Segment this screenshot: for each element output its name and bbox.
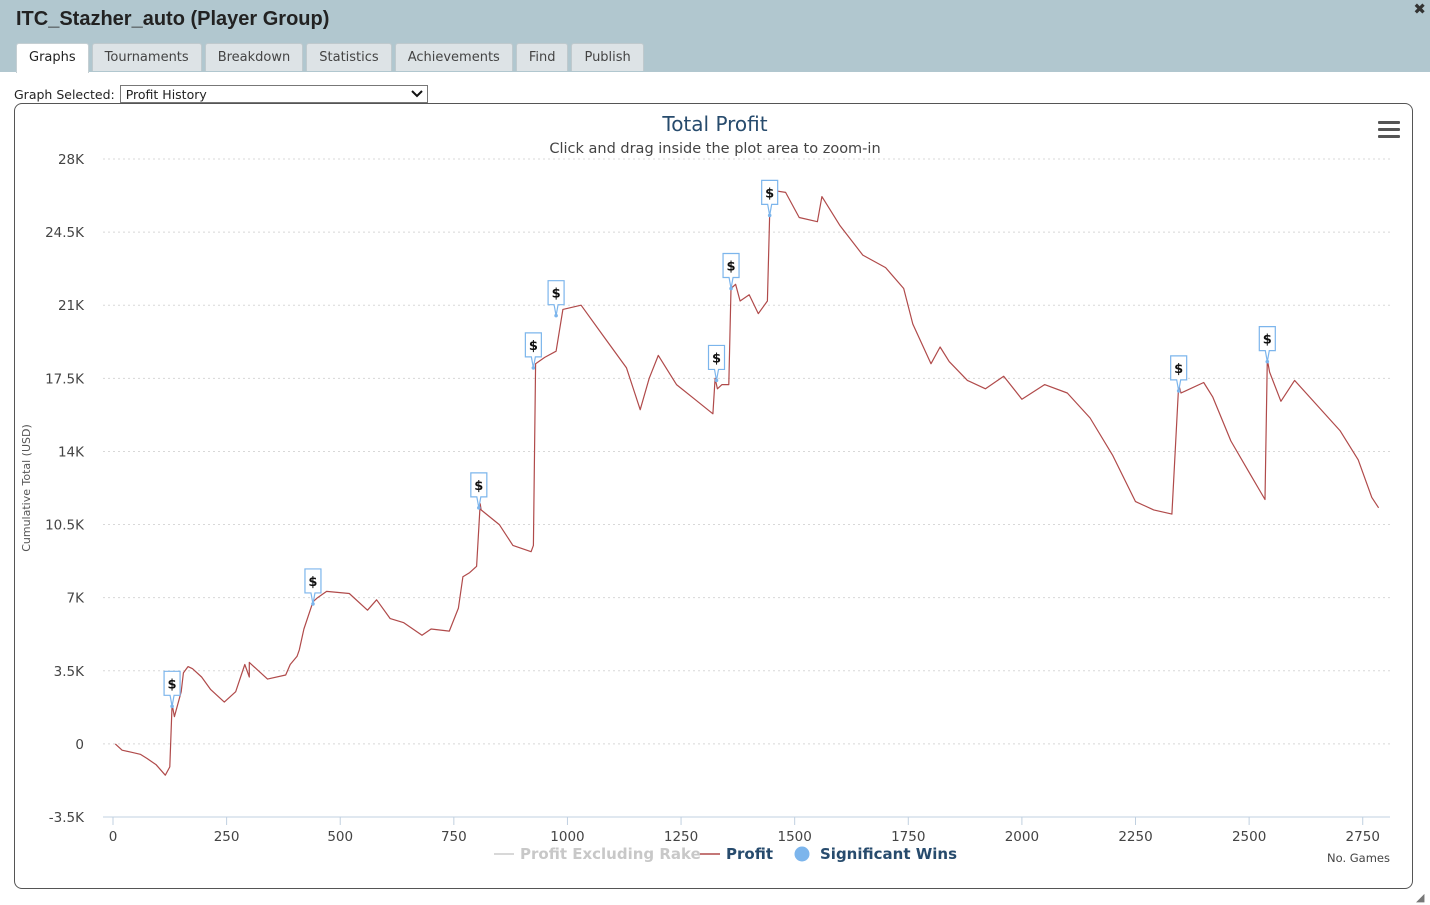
significant-win-flag[interactable]: $ (1170, 355, 1188, 393)
x-tick-label: 750 (441, 829, 467, 845)
significant-win-flag[interactable]: $ (1258, 326, 1276, 364)
significant-win-flag[interactable]: $ (722, 252, 740, 291)
significant-win-flag[interactable]: $ (524, 332, 542, 370)
x-tick-label: 2250 (1118, 829, 1152, 845)
x-tick-label: 2750 (1346, 829, 1380, 845)
significant-win-point (767, 213, 772, 218)
flag-label: $ (727, 260, 736, 275)
x-tick-label: 2500 (1232, 829, 1266, 845)
window-header: ITC_Stazher_auto (Player Group) ✖ Graphs… (0, 0, 1430, 73)
y-tick-label: 17.5K (45, 371, 85, 387)
significant-win-point (531, 366, 536, 370)
flag-label: $ (1263, 333, 1272, 348)
y-tick-label: 14K (58, 444, 85, 460)
graph-select-label: Graph Selected: (14, 86, 115, 102)
significant-win-point (554, 313, 558, 318)
flag-label: $ (1174, 362, 1183, 377)
y-tick-label: 7K (67, 591, 86, 607)
x-tick-label: 1750 (891, 829, 925, 845)
legend-label: Profit (726, 845, 773, 863)
tab-achievements[interactable]: Achievements (394, 43, 513, 71)
x-tick-label: 2000 (1005, 829, 1039, 845)
significant-win-flag[interactable]: $ (547, 280, 565, 318)
x-tick-label: 1000 (550, 829, 584, 845)
chevron-down-icon (411, 90, 423, 98)
chart-title: Total Profit (661, 112, 767, 136)
x-axis-label: No. Games (1327, 851, 1390, 865)
flag-box (722, 252, 740, 289)
tab-statistics[interactable]: Statistics (306, 43, 392, 71)
significant-win-flag[interactable]: $ (761, 179, 779, 218)
flag-box (761, 179, 779, 216)
legend-item[interactable]: Significant Wins (794, 845, 958, 863)
legend-item[interactable]: Profit (700, 845, 773, 863)
flag-box (1170, 355, 1188, 391)
graph-select-dropdown[interactable]: Profit History (119, 85, 428, 103)
window-title: ITC_Stazher_auto (Player Group) (16, 8, 330, 30)
tab-publish[interactable]: Publish (571, 43, 644, 71)
chart-subtitle: Click and drag inside the plot area to z… (549, 141, 880, 157)
x-tick-label: 250 (214, 829, 240, 845)
tab-tournaments[interactable]: Tournaments (91, 43, 202, 71)
y-tick-label: 0 (75, 737, 84, 753)
significant-win-flag[interactable]: $ (163, 670, 181, 709)
significant-win-flag[interactable]: $ (707, 344, 726, 383)
flag-box (304, 568, 322, 605)
significant-win-point (1265, 359, 1270, 364)
y-tick-label: 10.5K (45, 518, 85, 534)
y-axis-label: Cumulative Total (USD) (20, 424, 33, 552)
graph-select-value: Profit History (125, 86, 207, 102)
flag-label: $ (552, 287, 561, 302)
tab-graphs[interactable]: Graphs (16, 43, 89, 73)
y-tick-label: -3.5K (49, 810, 85, 826)
tab-bar: Graphs Tournaments Breakdown Statistics … (16, 43, 647, 73)
significant-win-flag[interactable]: $ (470, 472, 488, 510)
flag-box (707, 344, 726, 381)
significant-win-flag[interactable]: $ (304, 568, 322, 606)
flag-label: $ (765, 186, 774, 201)
x-tick-label: 1250 (664, 829, 698, 845)
flag-label: $ (168, 677, 177, 692)
significant-win-point (714, 378, 719, 383)
flag-label: $ (474, 479, 483, 494)
flag-box (547, 280, 565, 316)
flag-box (470, 472, 488, 508)
chart-menu-icon[interactable] (1378, 121, 1400, 139)
x-tick-label: 0 (109, 829, 118, 845)
flag-label: $ (308, 575, 317, 590)
flag-box (524, 332, 542, 368)
y-tick-label: 28K (58, 152, 85, 168)
significant-win-point (477, 506, 481, 510)
y-tick-label: 3.5K (54, 664, 85, 680)
tab-find[interactable]: Find (515, 43, 569, 71)
chart-panel (14, 103, 1413, 889)
legend-label: Profit Excluding Rake (520, 845, 701, 863)
x-tick-label: 500 (327, 829, 353, 845)
significant-win-point (729, 286, 733, 291)
legend-label: Significant Wins (820, 845, 957, 863)
significant-win-point (1176, 389, 1181, 393)
graph-select-row: Graph Selected: Profit History (14, 84, 428, 104)
resize-handle-icon[interactable]: ◢ (1416, 891, 1425, 904)
flag-box (163, 670, 181, 707)
y-tick-label: 21K (58, 298, 85, 314)
flag-box (1258, 326, 1276, 362)
legend-item[interactable]: Profit Excluding Rake (494, 845, 701, 863)
x-tick-label: 1500 (777, 829, 811, 845)
legend-symbol (794, 846, 810, 862)
close-icon[interactable]: ✖ (1413, 0, 1426, 18)
significant-win-point (170, 704, 174, 709)
profit-series-line[interactable] (114, 189, 1380, 776)
tab-breakdown[interactable]: Breakdown (204, 43, 304, 71)
flag-label: $ (529, 339, 538, 354)
y-tick-label: 24.5K (45, 225, 85, 241)
significant-win-point (311, 602, 315, 606)
flag-label: $ (712, 351, 721, 366)
